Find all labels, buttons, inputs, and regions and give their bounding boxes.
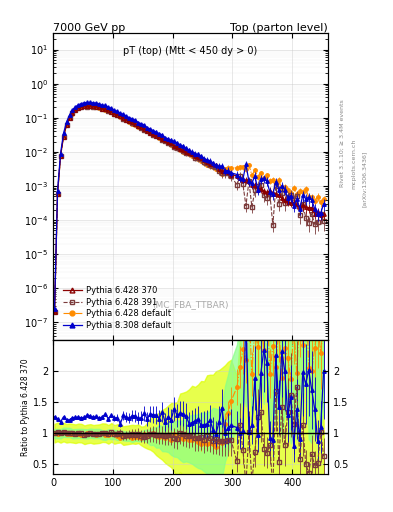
- Y-axis label: Ratio to Pythia 6.428 370: Ratio to Pythia 6.428 370: [21, 358, 30, 456]
- Text: Top (parton level): Top (parton level): [230, 23, 328, 32]
- Legend: Pythia 6.428 370, Pythia 6.428 391, Pythia 6.428 default, Pythia 8.308 default: Pythia 6.428 370, Pythia 6.428 391, Pyth…: [60, 283, 174, 333]
- Text: Rivet 3.1.10; ≥ 3.4M events: Rivet 3.1.10; ≥ 3.4M events: [340, 99, 345, 187]
- Text: 7000 GeV pp: 7000 GeV pp: [53, 23, 125, 32]
- Text: mcplots.cern.ch: mcplots.cern.ch: [352, 139, 357, 189]
- Text: pT (top) (Mtt < 450 dy > 0): pT (top) (Mtt < 450 dy > 0): [123, 46, 258, 56]
- Text: [arXiv:1306.3436]: [arXiv:1306.3436]: [362, 151, 367, 207]
- Text: (MC_FBA_TTBAR): (MC_FBA_TTBAR): [152, 301, 229, 309]
